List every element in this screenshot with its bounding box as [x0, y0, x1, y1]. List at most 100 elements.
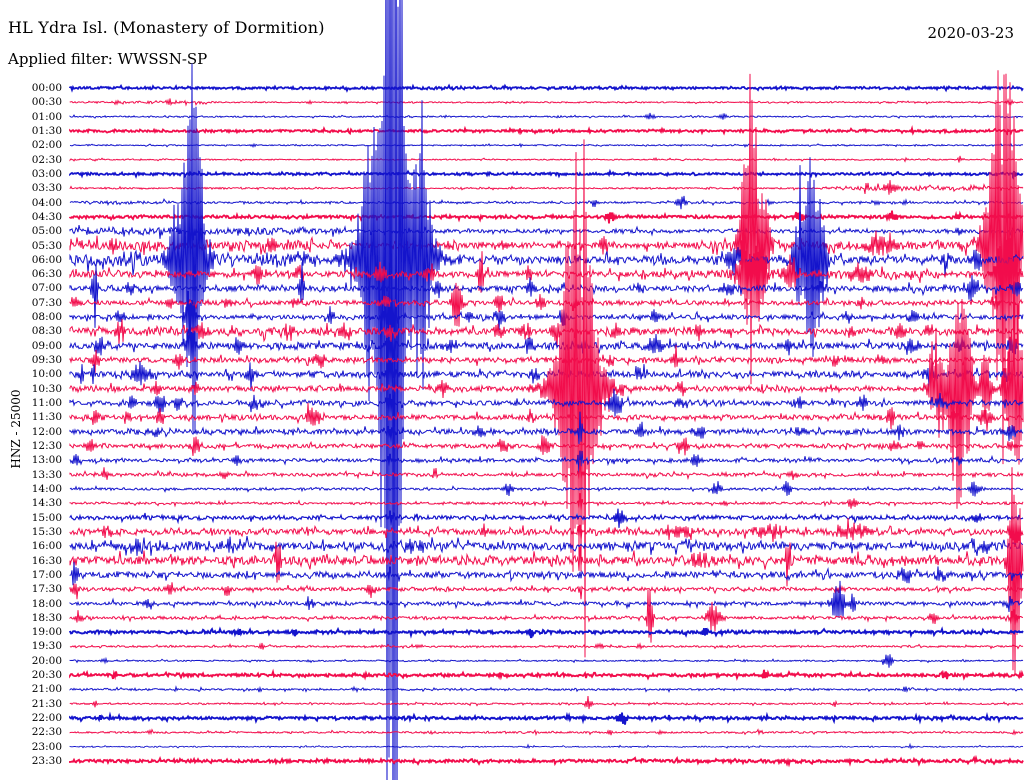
time-label: 22:00 — [31, 712, 62, 725]
time-label: 23:30 — [31, 755, 62, 768]
trace-row-2300 — [69, 742, 1024, 750]
time-label: 00:00 — [31, 82, 62, 94]
time-label: 19:00 — [31, 626, 62, 639]
time-label: 09:00 — [31, 339, 62, 352]
trace-row-0230 — [69, 155, 1024, 163]
time-label: 01:00 — [31, 110, 62, 123]
trace-row-1930 — [69, 642, 1024, 650]
trace-row-0930 — [69, 345, 1024, 374]
time-label: 18:00 — [31, 597, 62, 610]
time-label: 06:00 — [31, 253, 62, 266]
time-label: 19:30 — [31, 640, 62, 653]
trace-row-1830 — [69, 589, 1023, 643]
time-label: 04:00 — [31, 196, 62, 209]
time-label: 02:00 — [31, 139, 62, 152]
trace-row-1330 — [69, 459, 1024, 481]
time-label: 20:00 — [31, 654, 62, 667]
time-label: 12:00 — [31, 425, 62, 438]
time-label: 05:00 — [31, 225, 62, 238]
trace-row-1030 — [69, 139, 1024, 658]
trace-row-0830 — [69, 318, 1024, 348]
time-label: 14:00 — [31, 482, 62, 495]
trace-row-1130 — [69, 402, 1024, 432]
time-label: 10:00 — [31, 368, 62, 381]
time-label: 01:30 — [31, 124, 62, 137]
time-label: 18:30 — [31, 611, 62, 624]
trace-row-2000 — [69, 654, 1024, 668]
trace-row-1100 — [69, 388, 1024, 417]
time-label: 15:00 — [31, 511, 62, 524]
trace-row-1400 — [69, 480, 1024, 497]
time-label: 14:30 — [31, 497, 62, 510]
trace-row-1200 — [69, 411, 1024, 445]
trace-row-1630 — [69, 467, 1024, 674]
time-label: 02:30 — [31, 153, 62, 166]
time-label: 22:30 — [31, 726, 62, 739]
time-label: 15:30 — [31, 525, 62, 538]
trace-row-0800 — [69, 290, 1024, 342]
trace-row-2130 — [69, 696, 1024, 710]
time-label: 17:30 — [31, 583, 62, 596]
time-label: 13:30 — [31, 468, 62, 481]
trace-row-0100 — [69, 112, 1024, 120]
time-label: 00:30 — [31, 96, 62, 109]
trace-row-1530 — [69, 517, 1024, 547]
time-label: 07:30 — [31, 296, 62, 309]
time-label: 09:30 — [31, 354, 62, 367]
time-label: 08:00 — [31, 311, 62, 324]
trace-row-0430 — [69, 210, 1024, 224]
trace-row-0700 — [69, 262, 1024, 328]
trace-row-1600 — [69, 536, 1024, 556]
time-label: 20:30 — [31, 669, 62, 682]
trace-row-0000 — [69, 83, 1024, 93]
trace-row-1800 — [69, 580, 1024, 619]
station-title: HL Ydra Isl. (Monastery of Dormition) — [8, 18, 325, 37]
trace-row-0630 — [69, 223, 1024, 326]
time-label: 06:30 — [31, 268, 62, 281]
trace-row-0200 — [69, 142, 1024, 149]
time-label: 03:00 — [31, 167, 62, 180]
trace-row-0530 — [69, 70, 1024, 465]
time-label: 11:30 — [31, 411, 62, 424]
trace-row-0500 — [69, 222, 1024, 241]
time-label: 07:00 — [31, 282, 62, 295]
time-label: 13:00 — [31, 454, 62, 467]
trace-row-0130 — [69, 125, 1024, 136]
time-label: 21:00 — [31, 683, 62, 696]
trace-row-0330 — [69, 180, 1024, 195]
trace-row-1000 — [69, 359, 1024, 391]
record-date: 2020-03-23 — [927, 24, 1014, 42]
time-label: 03:30 — [31, 182, 62, 195]
time-label: 08:30 — [31, 325, 62, 338]
time-label: 04:30 — [31, 210, 62, 223]
time-label: 16:30 — [31, 554, 62, 567]
time-label: 05:30 — [31, 239, 62, 252]
trace-row-1730 — [69, 582, 1024, 600]
time-label: 17:00 — [31, 568, 62, 581]
trace-row-0600 — [69, 0, 1024, 780]
trace-row-1300 — [69, 450, 1024, 475]
time-label: 10:30 — [31, 382, 62, 395]
trace-row-1230 — [69, 435, 1024, 456]
time-label: 21:30 — [31, 697, 62, 710]
trace-row-2100 — [69, 685, 1024, 694]
time-label: 11:00 — [31, 397, 62, 410]
time-label: 16:00 — [31, 540, 62, 553]
time-label: 23:00 — [31, 740, 62, 753]
trace-row-0300 — [69, 168, 1024, 180]
trace-row-2330 — [69, 754, 1024, 768]
trace-row-0400 — [69, 195, 1024, 210]
trace-row-2200 — [69, 711, 1024, 725]
trace-row-0030 — [69, 97, 1024, 107]
trace-row-0730 — [69, 282, 1024, 327]
applied-filter-label: Applied filter: WWSSN-SP — [8, 50, 208, 68]
trace-row-1430 — [69, 493, 1024, 511]
trace-row-0900 — [69, 316, 1024, 363]
trace-row-1500 — [69, 508, 1024, 528]
time-label: 12:30 — [31, 440, 62, 452]
trace-row-2230 — [69, 728, 1024, 737]
trace-row-1700 — [69, 561, 1024, 586]
trace-row-2030 — [69, 668, 1024, 681]
